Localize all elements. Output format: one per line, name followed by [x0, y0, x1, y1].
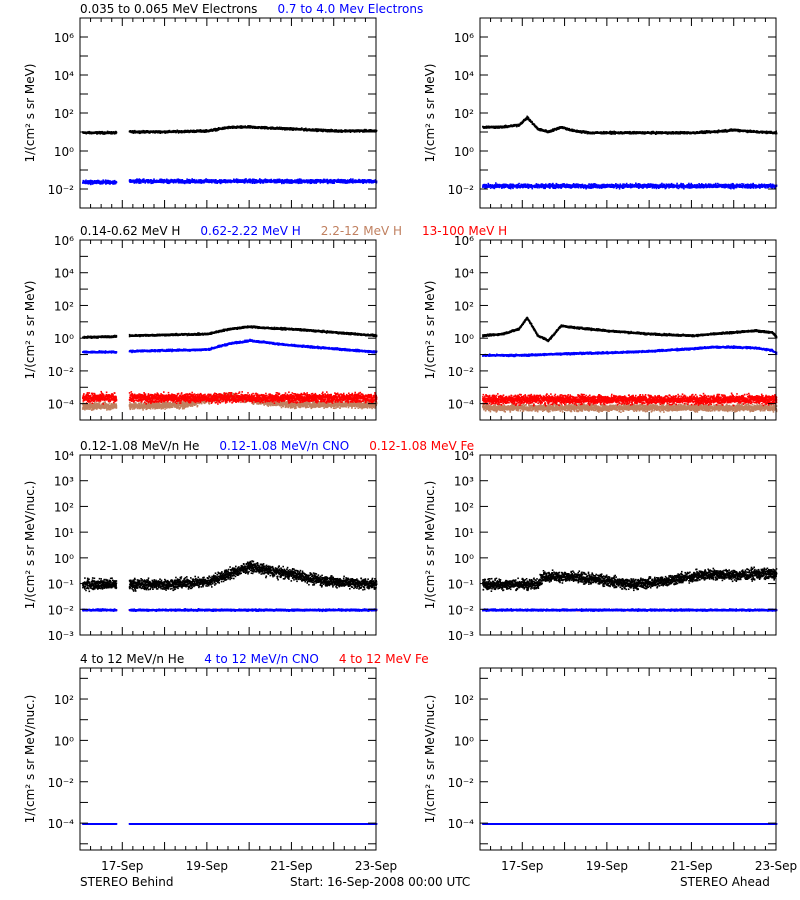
data-point — [215, 179, 217, 181]
data-point — [352, 178, 354, 180]
y-tick-label: 10⁰ — [54, 145, 74, 159]
data-point — [194, 180, 196, 182]
y-tick-label: 10⁶ — [54, 31, 74, 45]
y-axis-label: 1/(cm² s sr MeV) — [23, 64, 37, 163]
data-point — [186, 178, 188, 180]
data-point — [116, 181, 118, 183]
chart-legend: 0.035 to 0.065 MeV Electrons 0.7 to 4.0 M… — [80, 2, 423, 16]
chart-row-1: 0.035 to 0.065 MeV Electrons 0.7 to 4.0 M… — [23, 2, 777, 208]
legend-item: 0.7 to 4.0 Mev Electrons — [277, 2, 423, 16]
data-point — [528, 117, 530, 119]
data-point — [207, 179, 209, 181]
data-point — [114, 180, 116, 182]
panel-ahead: 10⁻²10⁰10²10⁴10⁶1/(cm² s sr MeV) — [423, 18, 777, 208]
data-point — [252, 182, 254, 184]
series — [82, 125, 377, 135]
y-tick-label: 10⁴ — [54, 69, 74, 83]
data-point — [259, 179, 261, 181]
panel-behind: 10⁻² 10⁰ 10² 10⁴ 10⁶ 1/(cm² s sr MeV) — [23, 18, 377, 208]
legend-item: 0.035 to 0.065 MeV Electrons — [80, 2, 257, 16]
data-point — [245, 178, 247, 180]
y-tick-label: 10⁻² — [48, 183, 75, 197]
series — [82, 178, 377, 185]
series — [482, 116, 777, 135]
data-point — [338, 179, 340, 181]
y-tick-label: 10² — [54, 107, 74, 121]
data-point — [116, 132, 118, 134]
data-point — [531, 121, 533, 123]
data-point — [205, 178, 207, 180]
data-point — [286, 179, 288, 181]
data-point — [334, 182, 336, 184]
data-point — [350, 178, 352, 180]
